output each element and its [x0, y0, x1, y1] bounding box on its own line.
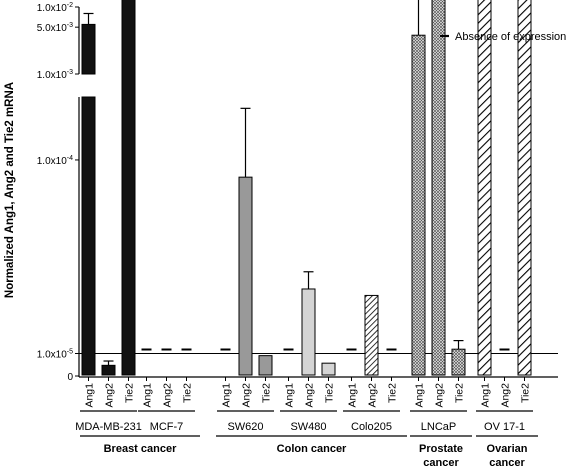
bar-sw480-tie2: [321, 362, 336, 376]
cancer-label-prostate-cancer-0: Prostate: [419, 443, 463, 455]
bar-lncap-ang2: [431, 0, 446, 376]
y-tick-upper-2-label: 1.0x10-3: [37, 69, 73, 81]
bar-sw620-tie2: [258, 355, 273, 376]
y-axis-title: Normalized Ang1, Ang2 and Tie2 mRNA: [4, 82, 16, 298]
x-label-colo205-tie2: Tie2: [387, 383, 399, 403]
x-label-colo205-ang1: Ang1: [347, 383, 359, 408]
cancer-label-ovarian-cancer-0: Ovarian: [487, 443, 528, 455]
x-label-mda-mb-231-ang2: Ang2: [104, 383, 116, 408]
x-label-mda-mb-231-ang1: Ang1: [84, 383, 96, 408]
bar-lncap-tie2: [451, 348, 466, 376]
x-label-sw620-tie2: Tie2: [261, 383, 273, 403]
x-label-mda-mb-231-tie2: Tie2: [124, 383, 136, 403]
x-label-sw480-ang2: Ang2: [304, 383, 316, 408]
bar-mda-mb-231-tie2: [121, 0, 136, 376]
bar-mda-mb-231-ang2: [101, 364, 116, 376]
legend: Absence of expression: [440, 31, 566, 43]
cell-line-label-colo205: Colo205: [351, 421, 392, 433]
cell-line-label-ov-17-1: OV 17-1: [484, 421, 525, 433]
cell-line-label-lncap: LNCaP: [421, 421, 456, 433]
cancer-label-ovarian-cancer-1: cancer: [489, 457, 525, 469]
cancer-label-colon-cancer-0: Colon cancer: [277, 443, 347, 455]
bar-ov-17-1-ang1: [477, 0, 492, 376]
y-tick-lower-5-label: 1.0x10-4: [37, 155, 73, 167]
x-label-sw620-ang1: Ang1: [221, 383, 233, 408]
x-label-ov-17-1-tie2: Tie2: [520, 383, 532, 403]
cell-line-label-mda-mb-231: MDA-MB-231: [75, 421, 142, 433]
cell-line-label-sw620: SW620: [227, 421, 263, 433]
x-label-colo205-ang2: Ang2: [367, 383, 379, 408]
x-label-ov-17-1-ang1: Ang1: [480, 383, 492, 408]
cell-line-label-sw480: SW480: [290, 421, 326, 433]
legend-absence-label: Absence of expression: [455, 31, 566, 43]
plot-area: 1.0x10-25.0x10-31.0x10-36.0x10-45.0x10-4…: [4, 0, 558, 469]
x-label-lncap-ang2: Ang2: [434, 383, 446, 408]
x-label-sw620-ang2: Ang2: [241, 383, 253, 408]
y-tick-lower-6-label: 1.0x10-5: [37, 348, 73, 360]
x-label-ov-17-1-ang2: Ang2: [500, 383, 512, 408]
bar-colo205-ang2: [364, 294, 379, 376]
cell-line-label-mcf-7: MCF-7: [150, 421, 184, 433]
y-tick-lower-7-label: 0: [67, 372, 73, 383]
bar-mda-mb-231-ang1-upper: [81, 23, 96, 75]
bar-ov-17-1-tie2: [517, 0, 532, 376]
x-label-sw480-tie2: Tie2: [324, 383, 336, 403]
x-label-sw480-ang1: Ang1: [284, 383, 296, 408]
y-tick-upper-0-label: 1.0x10-2: [37, 2, 73, 14]
bar-sw620-ang2: [238, 176, 253, 376]
x-label-lncap-tie2: Tie2: [454, 383, 466, 403]
y-tick-upper-1-label: 5.0x10-3: [37, 22, 73, 34]
cancer-label-prostate-cancer-1: cancer: [423, 457, 459, 469]
bar-lncap-ang1: [411, 34, 426, 376]
bar-mda-mb-231-ang1-lower: [81, 96, 96, 376]
bar-sw480-ang2: [301, 288, 316, 376]
cancer-label-breast-cancer-0: Breast cancer: [104, 443, 177, 455]
x-label-mcf-7-tie2: Tie2: [182, 383, 194, 403]
x-label-mcf-7-ang1: Ang1: [142, 383, 154, 408]
x-label-mcf-7-ang2: Ang2: [162, 383, 174, 408]
x-label-lncap-ang1: Ang1: [414, 383, 426, 408]
